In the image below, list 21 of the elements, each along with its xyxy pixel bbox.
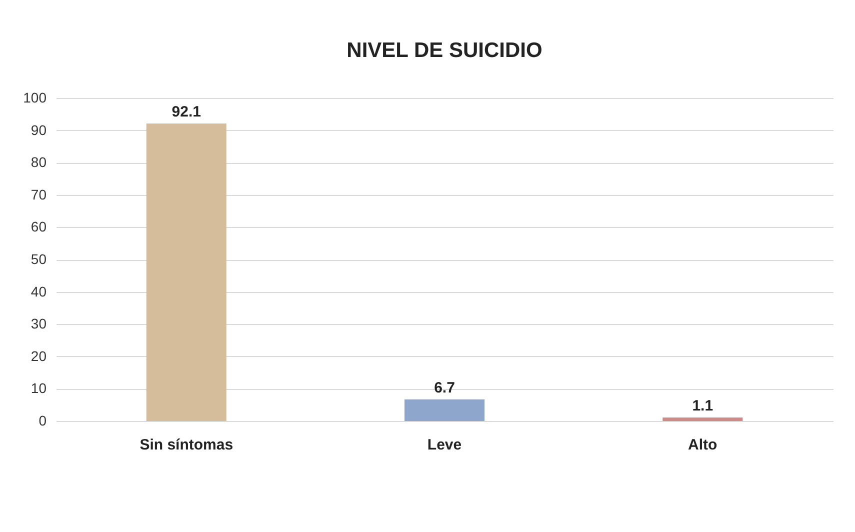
y-tick-label: 90 <box>30 122 47 138</box>
bar <box>404 399 485 421</box>
bar <box>146 124 226 421</box>
data-label: 6.7 <box>434 379 455 396</box>
y-tick-label: 70 <box>30 186 47 202</box>
y-tick-label: 80 <box>30 154 47 170</box>
x-tick-label: Alto <box>688 436 718 454</box>
x-tick-label: Leve <box>427 436 462 454</box>
bar <box>662 417 743 421</box>
y-tick-label: 40 <box>30 283 47 300</box>
y-tick-label: 50 <box>30 251 47 267</box>
y-tick-label: 100 <box>23 90 47 106</box>
chart-title: NIVEL DE SUICIDIO <box>346 39 542 62</box>
data-label: 1.1 <box>692 397 714 414</box>
x-tick-label: Sin síntomas <box>140 436 234 454</box>
y-tick-label: 60 <box>30 218 47 235</box>
y-tick-label: 20 <box>30 348 47 364</box>
data-label: 92.1 <box>172 104 201 121</box>
y-tick-label: 0 <box>38 412 47 428</box>
y-tick-label: 10 <box>30 380 47 396</box>
y-tick-label: 30 <box>30 316 47 332</box>
